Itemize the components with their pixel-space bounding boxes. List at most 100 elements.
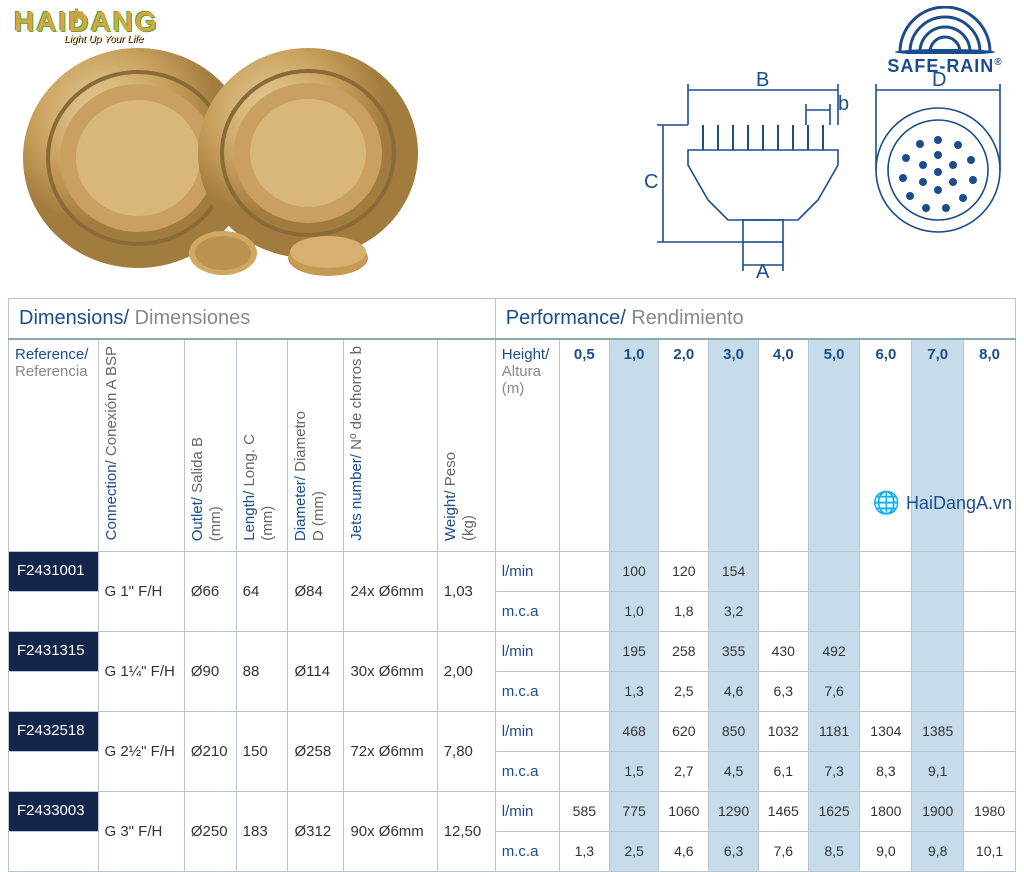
perf-value [860,551,912,591]
perf-value [964,631,1016,671]
perf-height-header: 6,0 [860,339,912,551]
saferain-logo: SAFE-RAIN® [880,6,1010,77]
perf-value [559,751,609,791]
dim-header: Jets number/ Nº de chorros b [344,339,437,551]
ref-underspace [9,831,99,871]
perf-value: 1385 [912,711,964,751]
perf-label-lmin: l/min [495,791,559,831]
perf-value: 1465 [758,791,808,831]
perf-value [964,711,1016,751]
perf-value: 7,3 [808,751,860,791]
perf-value: 120 [659,551,709,591]
perf-value: 7,6 [758,831,808,871]
perf-value: 2,5 [659,671,709,711]
perf-value: 4,6 [659,831,709,871]
diagram-label-D: D [932,70,946,91]
perf-value [912,631,964,671]
perf-value [559,551,609,591]
perf-value [808,551,860,591]
column-header-row: Reference/ReferenciaConnection/ Conexión… [9,339,1016,551]
perf-value: 6,1 [758,751,808,791]
diagram-label-b: b [838,93,849,115]
perf-value: 8,5 [808,831,860,871]
perf-value [964,751,1016,791]
perf-height-header: 0,5 [559,339,609,551]
dim-cell: Ø66 [184,551,236,631]
reference-cell: F2433003 [9,791,99,831]
perf-value [964,671,1016,711]
perf-value [559,671,609,711]
perf-value [559,631,609,671]
dim-header: Connection/ Conexión A BSP [98,339,184,551]
perf-label-mca: m.c.a [495,751,559,791]
dim-cell: 150 [236,711,288,791]
dim-cell: 24x Ø6mm [344,551,437,631]
perf-label-lmin: l/min [495,551,559,591]
perf-value: 195 [609,631,659,671]
dim-cell: 2,00 [437,631,495,711]
perf-value [808,591,860,631]
dim-cell: Ø90 [184,631,236,711]
ref-underspace [9,591,99,631]
perf-value: 6,3 [758,671,808,711]
perf-value: 1,3 [609,671,659,711]
dim-cell: 12,50 [437,791,495,871]
perf-value: 1304 [860,711,912,751]
table-row: F2433003G 3" F/HØ250183Ø31290x Ø6mm12,50… [9,791,1016,831]
perf-value: 775 [609,791,659,831]
perf-value: 154 [709,551,759,591]
perf-value [559,591,609,631]
performance-section-title: Performance/ Rendimiento [495,299,1015,340]
perf-value: 468 [609,711,659,751]
table-row: F2431315G 1¼" F/HØ9088Ø11430x Ø6mm2,00l/… [9,631,1016,671]
dim-header: Outlet/ Salida B(mm) [184,339,236,551]
perf-value [758,551,808,591]
watermark: 🌐 HaiDangA.vn [873,490,1012,516]
ref-underspace [9,671,99,711]
perf-label-mca: m.c.a [495,671,559,711]
diagram-label-A: A [756,261,770,280]
dim-cell: 88 [236,631,288,711]
dim-cell: Ø114 [288,631,344,711]
dim-cell: Ø84 [288,551,344,631]
globe-icon: 🌐 [873,490,900,516]
perf-value [860,591,912,631]
dim-cell: Ø250 [184,791,236,871]
perf-label-lmin: l/min [495,631,559,671]
perf-value: 1181 [808,711,860,751]
table-row: F2432518G 2½" F/HØ210150Ø25872x Ø6mm7,80… [9,711,1016,751]
dim-cell: G 1" F/H [98,551,184,631]
table-row: F2431001G 1" F/HØ6664Ø8424x Ø6mm1,03l/mi… [9,551,1016,591]
perf-value: 258 [659,631,709,671]
ref-underspace [9,751,99,791]
perf-value [912,591,964,631]
dim-cell: 72x Ø6mm [344,711,437,791]
perf-value: 1,3 [559,831,609,871]
dim-cell: 183 [236,791,288,871]
dimensions-section-title: Dimensions/ Dimensiones [9,299,496,340]
perf-value: 1625 [808,791,860,831]
dim-cell: 64 [236,551,288,631]
perf-value: 7,6 [808,671,860,711]
perf-value [860,631,912,671]
dim-cell: 1,03 [437,551,495,631]
perf-value: 4,6 [709,671,759,711]
perf-value: 10,1 [964,831,1016,871]
dim-header: Diameter/ DiametroD (mm) [288,339,344,551]
perf-value [559,711,609,751]
reference-cell: F2432518 [9,711,99,751]
perf-value: 585 [559,791,609,831]
compass-icon: ✱ [68,4,85,29]
perf-value [964,591,1016,631]
dim-cell: Ø312 [288,791,344,871]
dim-header: Length/ Long. C(mm) [236,339,288,551]
product-photo [8,38,478,278]
perf-height-header: 2,0 [659,339,709,551]
perf-value: 1800 [860,791,912,831]
perf-value: 2,5 [609,831,659,871]
perf-value [912,671,964,711]
perf-height-header: 8,0 [964,339,1016,551]
dim-cell: G 1¼" F/H [98,631,184,711]
perf-height-header: 7,0 [912,339,964,551]
perf-value [860,671,912,711]
